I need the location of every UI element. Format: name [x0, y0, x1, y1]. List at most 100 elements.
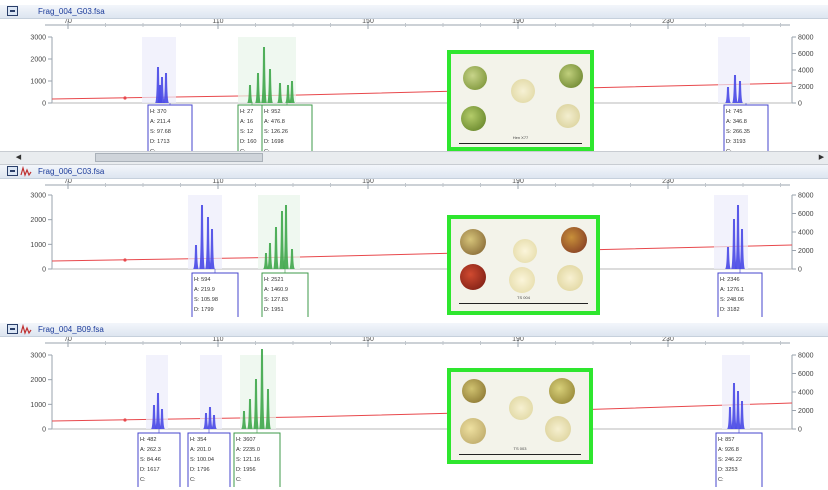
peak-label-box[interactable]: [147, 104, 193, 151]
scroll-right-arrow-icon[interactable]: ▶: [818, 154, 825, 161]
trace-peak[interactable]: [151, 405, 157, 429]
trace-peak[interactable]: [731, 383, 737, 429]
plot-area[interactable]: 70 110 150 190 230 3000 2000 1000 0 8000 6000 4000 2…: [0, 337, 828, 487]
panel-icon[interactable]: [7, 324, 18, 334]
trace-peak[interactable]: [277, 83, 283, 103]
trace-peak[interactable]: [205, 217, 211, 269]
peak-label-box[interactable]: [187, 432, 231, 487]
peak-label-box[interactable]: [715, 432, 763, 487]
peak-label-box[interactable]: [261, 104, 313, 151]
trace-peak[interactable]: [731, 219, 737, 269]
trace-peak[interactable]: [267, 243, 273, 269]
trace-peak[interactable]: [289, 81, 295, 103]
electropherogram-plot[interactable]: 70 110 150 190 23030002000100008000600040002…: [0, 179, 828, 317]
trace-peak[interactable]: [253, 379, 259, 429]
peak-label-box[interactable]: [717, 272, 763, 317]
peak-label-line: A: 346.8: [726, 119, 747, 125]
trace-peak[interactable]: [739, 229, 745, 269]
trace-peak[interactable]: [727, 407, 733, 429]
trace-peak[interactable]: [211, 415, 217, 429]
peak-label-line: C:: [140, 477, 146, 483]
plot-area[interactable]: 70 110 150 190 230 3000 2000 1000 0 8000 6000 4000 2…: [0, 179, 828, 317]
trace-peak[interactable]: [739, 401, 745, 429]
apple-image: [556, 104, 580, 128]
peak-label-box[interactable]: [261, 272, 309, 317]
bin-band: [258, 195, 300, 269]
trace-icon[interactable]: [20, 324, 32, 335]
trace-peak[interactable]: [273, 227, 279, 269]
peak-label-box[interactable]: [137, 432, 181, 487]
trace-panel-1: Frag_004_G03.fsa 70 110 150 190 230 3000 2000 1…: [0, 5, 828, 151]
trace-peak[interactable]: [283, 205, 289, 269]
trace-peak[interactable]: [255, 73, 261, 103]
trace-peak[interactable]: [247, 85, 253, 103]
peak-label-line: H: 3607: [236, 437, 256, 443]
peak-label-line: D: 1796: [190, 467, 210, 473]
peak-label-box[interactable]: [237, 104, 267, 151]
trace-peak[interactable]: [199, 205, 205, 269]
trace-peak[interactable]: [157, 85, 163, 103]
trace-peak[interactable]: [725, 87, 731, 103]
trace-peak[interactable]: [247, 399, 253, 429]
peak-label-box[interactable]: [723, 104, 769, 151]
trace-icon[interactable]: [20, 166, 32, 177]
peak-label-line: H: 354: [190, 437, 206, 443]
apple-image: [557, 265, 583, 291]
plot-area[interactable]: 70 110 150 190 230 3000 2000 1000 0 8000 6000 4000 2…: [0, 19, 828, 151]
y-tick-label: 1000: [30, 79, 46, 86]
trace-peak[interactable]: [735, 391, 741, 429]
y-tick-label: 1000: [30, 402, 46, 409]
x-tick-label: 70: [64, 19, 72, 25]
trace-peak[interactable]: [267, 69, 273, 103]
trace-peak[interactable]: [241, 411, 247, 429]
x-tick-label: 230: [662, 337, 674, 343]
trace-peak[interactable]: [732, 75, 738, 103]
x-tick-label: 190: [512, 179, 524, 185]
trace-peak[interactable]: [263, 253, 269, 269]
trace-peak[interactable]: [265, 389, 271, 429]
scroll-thumb[interactable]: [95, 153, 263, 162]
right-tick-label: 6000: [798, 51, 814, 58]
trace-peak[interactable]: [289, 249, 295, 269]
y-tick-label: 0: [42, 101, 46, 108]
peak-label-box[interactable]: [233, 432, 281, 487]
peak-label-line: D: 3253: [718, 467, 738, 473]
trace-peak[interactable]: [193, 245, 199, 269]
trace-peak[interactable]: [279, 211, 285, 269]
electropherogram-plot[interactable]: 70 110 150 190 23030002000100008000600040002…: [0, 337, 828, 487]
trace-peak[interactable]: [261, 47, 267, 103]
peak-label-line: S: 121.16: [236, 457, 260, 463]
apple-image: [460, 264, 486, 290]
trace-peak[interactable]: [207, 407, 213, 429]
y-tick-label: 3000: [30, 193, 46, 200]
trace-peak[interactable]: [163, 73, 169, 103]
right-tick-label: 2000: [798, 84, 814, 91]
trace-peak[interactable]: [737, 81, 743, 103]
photo-caption: TS 003: [513, 446, 527, 451]
electropherogram-plot[interactable]: 70 110 150 190 23030002000100008000600040002…: [0, 19, 828, 151]
sample-photo: Hen X77: [447, 50, 594, 151]
bin-band: [238, 37, 296, 103]
trace-peak[interactable]: [203, 413, 209, 429]
panel-icon[interactable]: [7, 166, 18, 176]
trace-peak[interactable]: [159, 409, 165, 429]
trace-peak[interactable]: [155, 393, 161, 429]
right-tick-label: 0: [798, 427, 802, 434]
panel-title-bar[interactable]: Frag_004_G03.fsa: [0, 5, 828, 19]
horizontal-scrollbar[interactable]: ◀ ▶: [0, 151, 828, 165]
panel-icon[interactable]: [7, 6, 18, 16]
peak-label-line: D: 1713: [150, 139, 170, 145]
peak-label-box[interactable]: [191, 272, 239, 317]
trace-peak[interactable]: [259, 349, 265, 429]
trace-panel-2: Frag_006_C03.fsa 70 110 150 190 230 3000 2000 1…: [0, 165, 828, 317]
trace-peak[interactable]: [285, 85, 291, 103]
panel-title-bar[interactable]: Frag_004_B09.fsa: [0, 323, 828, 337]
peak-label-line: D: 1956: [236, 467, 256, 473]
trace-peak[interactable]: [209, 229, 215, 269]
trace-peak[interactable]: [735, 205, 741, 269]
scroll-left-arrow-icon[interactable]: ◀: [15, 154, 22, 161]
peak-label-line: C:: [240, 149, 246, 151]
trace-peak[interactable]: [725, 247, 731, 269]
panel-title-bar[interactable]: Frag_006_C03.fsa: [0, 165, 828, 179]
